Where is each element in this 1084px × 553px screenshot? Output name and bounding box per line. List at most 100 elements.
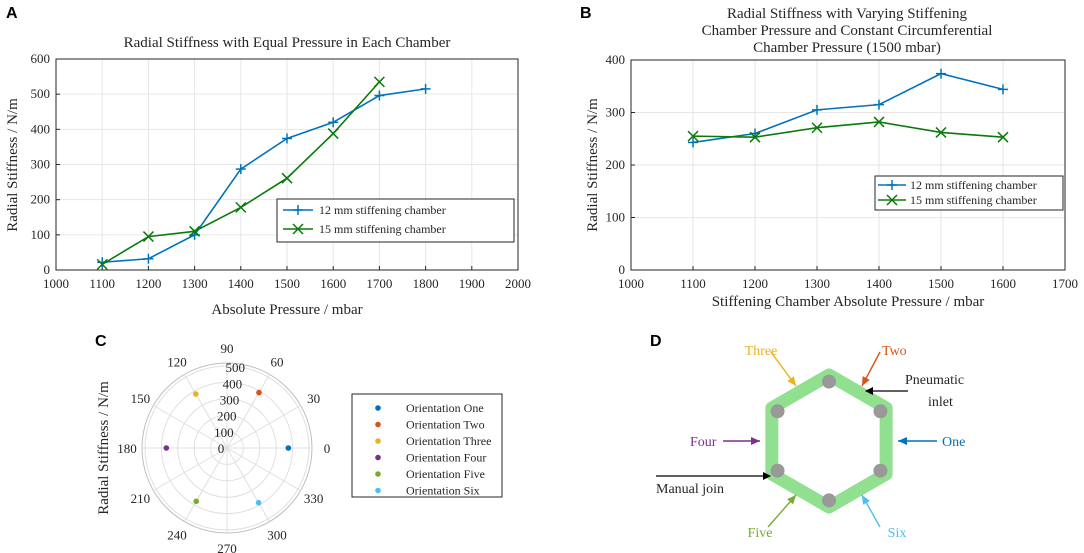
label-three: Three [745,344,778,359]
polar-theta-gridline [153,405,228,449]
y-tick-label: 600 [31,51,51,66]
polar-theta-label: 300 [267,528,287,543]
series-2-point [687,130,699,142]
polar-r-label: 200 [217,409,237,424]
x-tick-label: 1000 [43,276,69,291]
chart-b-grid [630,59,1066,271]
x-tick-label: 1900 [459,276,485,291]
arrow-two-head [862,376,870,386]
chart-b-title-line-1: Radial Stiffness with Varying Stiffening [727,6,967,22]
chamber-node-6 [770,404,785,419]
chart-c-legend: Orientation One Orientation Two Orientatio… [351,393,503,498]
polar-theta-label: 210 [131,491,151,506]
series-2-point [189,225,201,237]
arrow-one-head [898,437,907,445]
polar-r-label: 300 [220,393,240,408]
x-tick-label: 2000 [505,276,531,291]
y-tick-label: 500 [31,86,51,101]
series-1-point [688,137,698,148]
chart-b-ylabel: Radial Stiffness / N/m [585,98,601,232]
y-tick-label: 0 [44,262,51,277]
polar-theta-gridline [184,374,228,449]
panel-d: D One Two Three Four Five Six Pneumatic inlet… [650,333,965,541]
chamber-node-3 [873,463,888,478]
series-2-point-d2 [873,116,885,128]
chamber-node-2 [873,404,888,419]
polar-theta-label: 270 [217,541,237,553]
arrow-one: One [898,435,965,450]
chart-b-legend-label-2: 15 mm stiffening chamber [910,193,1037,207]
chart-a-legend-box [276,198,515,243]
y-tick-label: 400 [606,52,626,67]
series-1-point [936,68,946,79]
series-1-point [328,117,339,128]
series-2-point [997,131,1009,143]
series-2-point-d2 [281,172,293,184]
polar-theta-label: 180 [117,441,137,456]
pneumatic-inlet-label-line-2: inlet [928,395,953,410]
y-tick-label: 300 [31,157,51,172]
panel-b: B Radial Stiffness with Varying Stiffeni… [580,5,1078,310]
panel-letter-a: A [6,5,18,22]
legend-label-4: Orientation Four [406,451,486,465]
panel-a: A Radial Stiffness with Equal Pressure i… [5,5,531,318]
arrow-four-head [751,437,760,445]
series-1-point [235,164,246,175]
chamber-node-1 [822,374,836,389]
x-tick-label: 1700 [1052,276,1078,291]
polar-point-2 [256,389,262,396]
series-2-point [96,258,108,270]
arrow-two: Two [861,344,907,387]
chart-b-title-line-3: Chamber Pressure (1500 mbar) [753,40,941,56]
y-tick-label: 0 [619,262,626,277]
arrow-six-head [862,495,870,505]
legend-marker-2-d2 [292,223,304,235]
y-tick-label: 400 [31,121,51,136]
chart-b-legend: 12 mm stiffening chamber 15 mm stiffenin… [874,175,1064,211]
chart-a-series [96,76,431,270]
hexagon-ring [765,368,893,514]
manual-join-label: Manual join [656,482,724,497]
y-tick-label: 100 [606,210,626,225]
y-tick-label: 300 [606,105,626,120]
series-2-point-d2 [327,128,339,140]
legend-marker-1 [293,205,303,215]
label-two: Two [882,344,907,359]
chart-a-ticks: 1000 1100 1200 1300 1400 1500 1600 1700 1800 1900… [31,51,532,291]
polar-point-6 [255,499,262,506]
panel-c: C Radial Stiffness / N/m 0 30 60 90 120 150 18… [95,333,503,553]
polar-r-label: 500 [225,360,245,375]
chart-b-legend-box [874,175,1064,211]
chart-b-title-line-2: Chamber Pressure and Constant Circumfere… [702,23,993,39]
polar-theta-gridline [226,405,301,449]
polar-theta-label: 330 [304,491,324,506]
series-2-point [935,126,947,138]
x-tick-label: 1100 [89,276,115,291]
y-tick-label: 100 [31,227,51,242]
x-tick-label: 1200 [135,276,161,291]
arrow-three: Three [745,344,797,387]
legend-dot-1 [375,405,381,411]
x-tick-label: 1300 [804,276,830,291]
series-2-point-d2 [687,130,699,142]
pneumatic-inlet-label-line-1: Pneumatic [905,373,964,388]
series-1-point [874,99,884,110]
series-2-point-d2 [749,131,761,143]
series-2-point [811,122,823,134]
chart-a-legend-label-1: 12 mm stiffening chamber [319,203,446,217]
arrow-four: Four [690,435,760,450]
series-2-point [327,128,339,140]
series-1-point [374,90,385,101]
series-2-point-d2 [96,258,108,270]
x-tick-label: 1500 [928,276,954,291]
polar-point-5 [193,498,200,505]
arrow-five: Five [748,494,797,541]
series-1-point [420,83,431,94]
polar-theta-label: 120 [167,354,187,369]
polar-r-label: 100 [214,425,234,440]
chart-c-polar: 0306090120150180210240270300330010020030… [117,341,330,553]
x-tick-label: 1400 [228,276,254,291]
panel-letter-b: B [580,5,592,22]
series-2-point-d2 [997,131,1009,143]
arrow-six: Six [861,494,906,541]
